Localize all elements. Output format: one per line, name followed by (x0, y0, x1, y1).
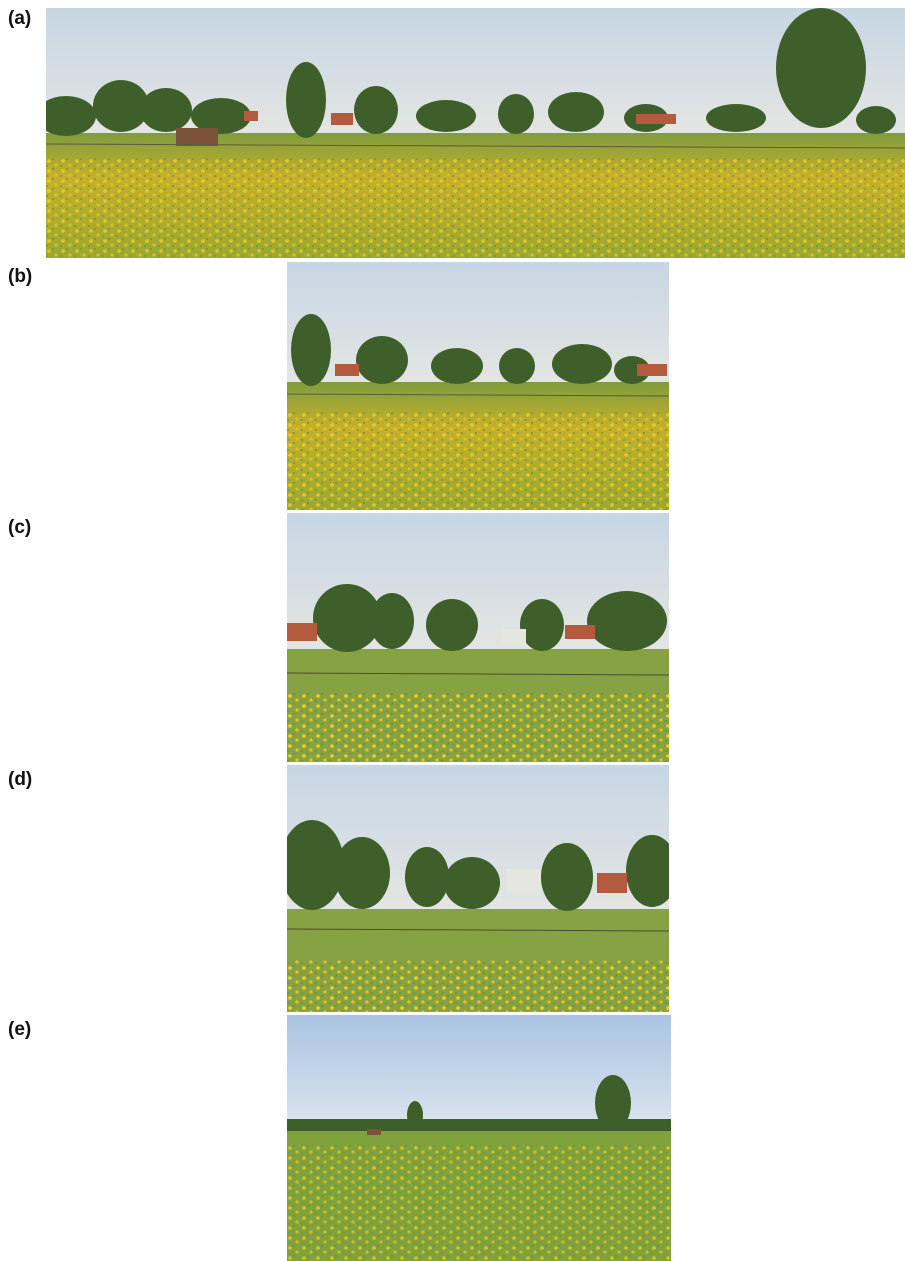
figure: {"panels": [{"label": "(a)"}, {"label": … (0, 0, 905, 1261)
panel-label: (d) (8, 769, 32, 791)
panel-label: (a) (8, 8, 31, 30)
photo (287, 765, 669, 1012)
photo (287, 262, 669, 510)
photo (46, 8, 905, 258)
panel-label: (e) (8, 1019, 31, 1041)
photo (287, 513, 669, 762)
panel-label: (c) (8, 517, 31, 539)
panel-label: (b) (8, 266, 32, 288)
photo (287, 1015, 671, 1261)
